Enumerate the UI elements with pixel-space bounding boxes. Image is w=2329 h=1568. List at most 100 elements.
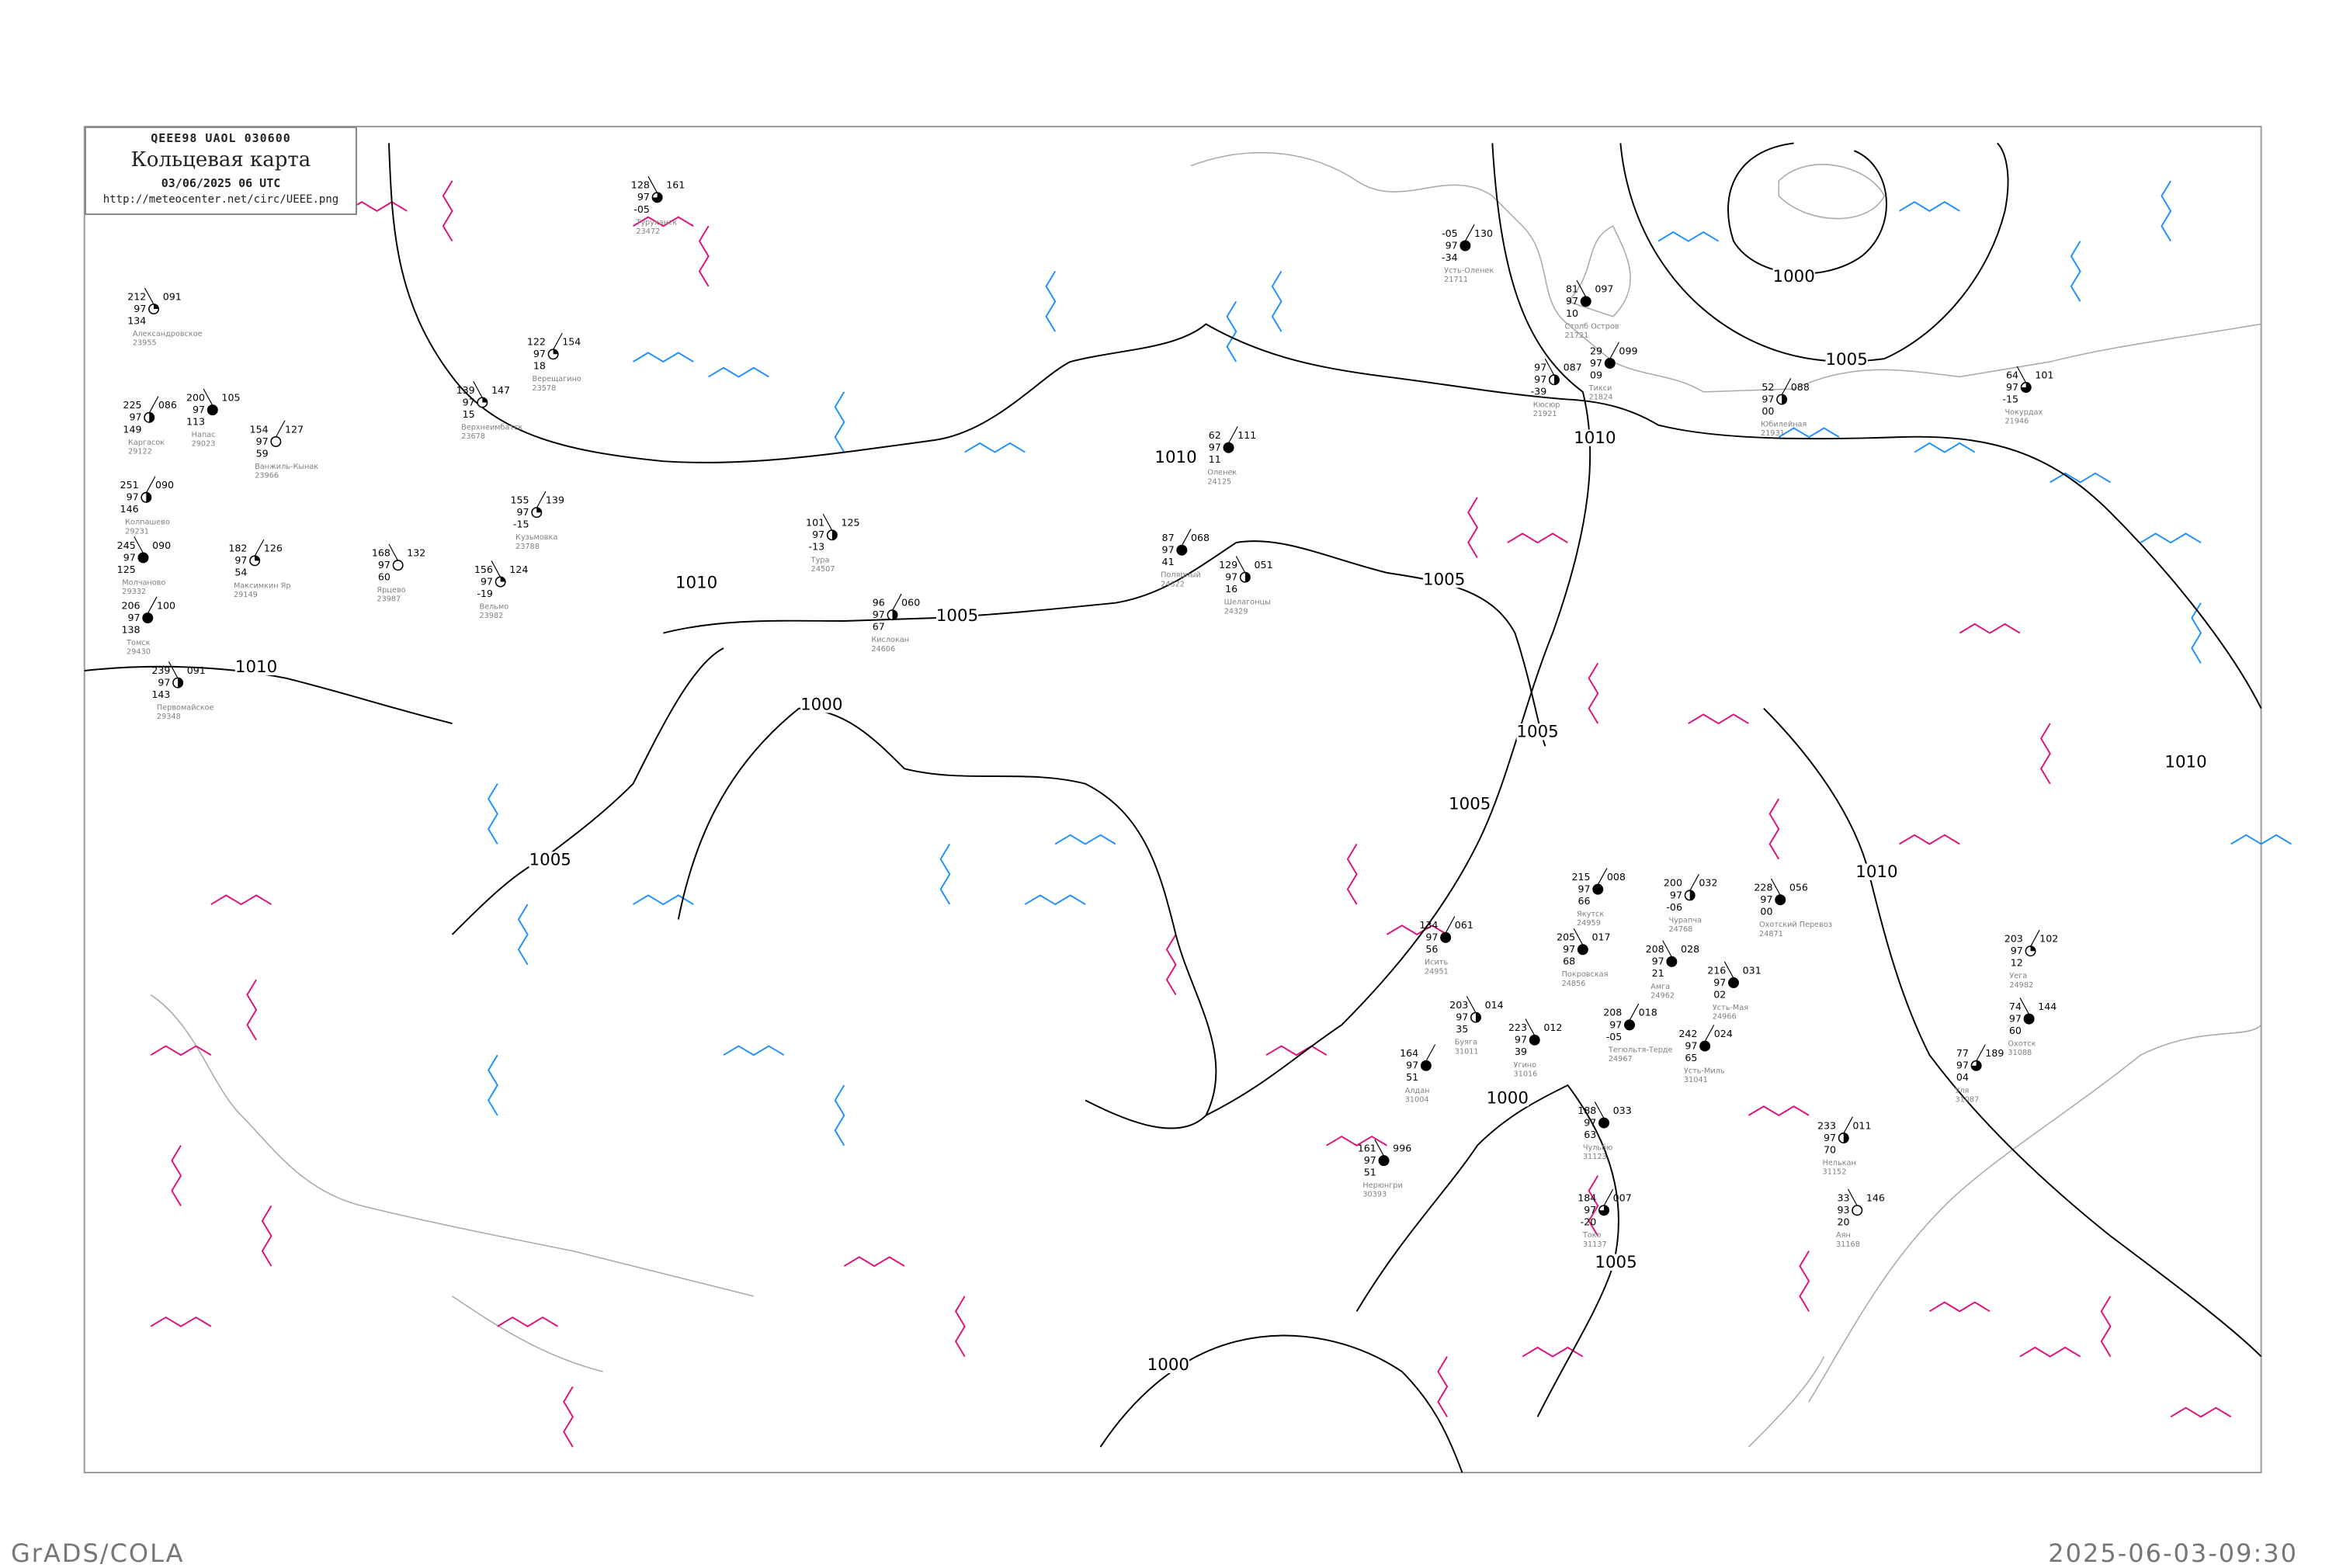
station-temperature: 208 — [1603, 1007, 1622, 1018]
station-pressure: 014 — [1485, 999, 1504, 1011]
station-id: 23678 — [461, 432, 485, 441]
station-pressure: 051 — [1255, 559, 1273, 571]
wind-barb-icon — [1662, 940, 1672, 958]
station-temperature: 206 — [122, 599, 141, 611]
cloud-cover-icon — [1852, 1205, 1863, 1216]
station-visibility: 97 — [1162, 544, 1175, 556]
station-id: 29122 — [128, 447, 152, 456]
station-dewpoint: 20 — [1837, 1216, 1849, 1228]
cloud-cover-fill — [1775, 895, 1786, 905]
cloud-cover-fill — [1667, 956, 1677, 967]
station-dewpoint: 65 — [1685, 1052, 1697, 1063]
station-pressure: 088 — [1791, 381, 1810, 393]
station-name: Полярный — [1161, 571, 1201, 580]
isobar-label-group: 1010 — [1154, 448, 1197, 467]
station-pressure: 125 — [841, 517, 859, 529]
station-temperature: 101 — [806, 517, 824, 529]
station-visibility: 97 — [1534, 373, 1546, 385]
isotherm-segment — [633, 352, 694, 363]
station-name: Первомайское — [157, 704, 214, 713]
station-pressure: 132 — [407, 547, 425, 559]
isotherm-segment — [1265, 1045, 1328, 1056]
station-pressure: 090 — [155, 479, 174, 491]
cold-isotherms — [487, 180, 2292, 1147]
isotherm-segment — [1899, 201, 1960, 212]
isotherm-segment — [1657, 231, 1720, 242]
isobar-label-group: 1005 — [1423, 570, 1466, 589]
isobar-1005-west — [451, 647, 724, 935]
isotherm-segment — [1588, 662, 1599, 724]
station-temperature: 139 — [456, 384, 475, 396]
station-visibility: 97 — [637, 191, 650, 203]
isobar-label: 1005 — [1516, 723, 1558, 742]
station-visibility: 97 — [1956, 1060, 1969, 1071]
station-temperature: 33 — [1837, 1192, 1849, 1204]
station-name: Верещагино — [532, 375, 581, 383]
isobar-label-group: 1005 — [1449, 795, 1491, 814]
station-temperature: 154 — [250, 423, 269, 435]
wind-barb-icon — [1181, 529, 1192, 546]
cloud-cover-fill — [1224, 442, 1234, 453]
station-dewpoint: 12 — [2011, 957, 2023, 969]
station-id: 24856 — [1562, 980, 1586, 988]
cloud-cover-fill — [1689, 890, 1695, 900]
station-name: Томск — [126, 639, 150, 647]
isotherm-segment — [1226, 300, 1237, 363]
isobar-label: 1010 — [1574, 428, 1616, 448]
cloud-cover-fill — [553, 349, 558, 355]
isobar-label: 1005 — [1449, 795, 1491, 814]
station-visibility: 97 — [378, 559, 390, 571]
station-name: Исить — [1425, 959, 1449, 967]
station-name: Нерюнгри — [1362, 1181, 1402, 1190]
station-pressure: 139 — [546, 494, 564, 506]
station-dewpoint: -15 — [2002, 393, 2018, 404]
station-name: Амга — [1650, 983, 1670, 991]
